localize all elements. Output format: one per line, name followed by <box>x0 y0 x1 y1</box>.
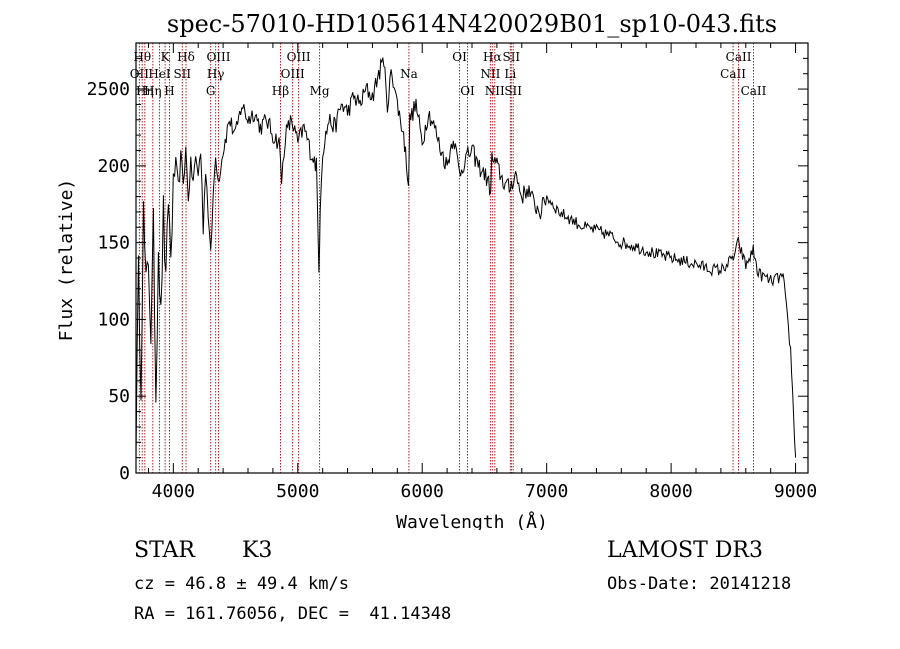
survey-name: LAMOST DR3 <box>607 538 763 563</box>
x-tick-label: 9000 <box>774 481 817 502</box>
y-axis-ticks: 0 50 100 150 200 2500 <box>87 57 808 484</box>
spectral-line-label: Hγ <box>207 67 225 81</box>
spectral-line-label: NII <box>485 84 505 98</box>
spectral-line-label: Hη <box>136 84 154 98</box>
spectrum-chart: spec-57010-HD105614N420029B01_sp10-043.f… <box>56 10 817 530</box>
spectral-line-label: CaII <box>741 84 767 98</box>
y-tick-label: 150 <box>97 233 130 254</box>
y-axis-label: Flux (relative) <box>56 179 77 342</box>
spectral-line-label: Li <box>504 67 516 81</box>
spectral-line-label: OI <box>452 50 467 64</box>
y-tick-label: 2500 <box>87 79 130 100</box>
spectral-line-label: Hη <box>144 84 162 98</box>
chart-title: spec-57010-HD105614N420029B01_sp10-043.f… <box>167 10 777 38</box>
y-tick-label: 50 <box>108 386 130 407</box>
spectral-line-label: Na <box>400 67 418 81</box>
velocity-readout: cz = 46.8 ± 49.4 km/s <box>134 574 349 594</box>
spectral-line-label: OIII <box>287 50 311 64</box>
spectral-line-label: SII <box>504 84 522 98</box>
series-layer <box>135 57 797 459</box>
x-axis-label: Wavelength (Å) <box>396 511 548 530</box>
observation-date: Obs-Date: 20141218 <box>607 574 792 594</box>
spectral-line-label: CaII <box>720 67 746 81</box>
y-tick-label: 100 <box>97 309 130 330</box>
spectral-line-label: Hβ <box>272 84 289 98</box>
spectral-line-label: HeI <box>148 67 171 81</box>
x-tick-label: 5000 <box>276 481 319 502</box>
y-tick-label: 0 <box>119 463 130 484</box>
plot-frame <box>135 42 809 474</box>
x-tick-label: 8000 <box>649 481 692 502</box>
spectral-line-label: OIII <box>281 67 305 81</box>
coordinates-readout: RA = 161.76056, DEC = 41.14348 <box>134 604 452 624</box>
spectrum-line <box>135 57 797 459</box>
spectral-line-label: K <box>161 50 171 64</box>
spectral-lines-layer: OIIHθHηHηHeIKHSIIHδGHγOIIIHβOIIIOIIIMgNa… <box>130 43 767 473</box>
x-tick-label: 4000 <box>152 481 195 502</box>
x-tick-label: 6000 <box>401 481 444 502</box>
x-tick-label: 7000 <box>525 481 568 502</box>
spectral-line-label: OIII <box>206 50 230 64</box>
spectral-line-label: Hδ <box>177 50 195 64</box>
spectral-line-label: Mg <box>310 84 330 98</box>
spectral-line-label: NII <box>480 67 500 81</box>
x-axis-ticks: 4000 5000 6000 7000 8000 9000 <box>147 43 817 502</box>
y-tick-label: 200 <box>97 156 130 177</box>
object-type: STAR <box>134 538 195 563</box>
spectral-line-label: H <box>164 84 174 98</box>
spectral-line-label: SII <box>173 67 191 81</box>
spectral-line-label: G <box>206 84 216 98</box>
spectral-line-label: SII <box>502 50 520 64</box>
spectral-line-label: OI <box>460 84 475 98</box>
spectral-line-label: Hθ <box>133 50 151 64</box>
spectral-line-label: Hα <box>483 50 502 64</box>
spectral-line-label: CaII <box>726 50 752 64</box>
spectral-subclass: K3 <box>242 538 273 563</box>
